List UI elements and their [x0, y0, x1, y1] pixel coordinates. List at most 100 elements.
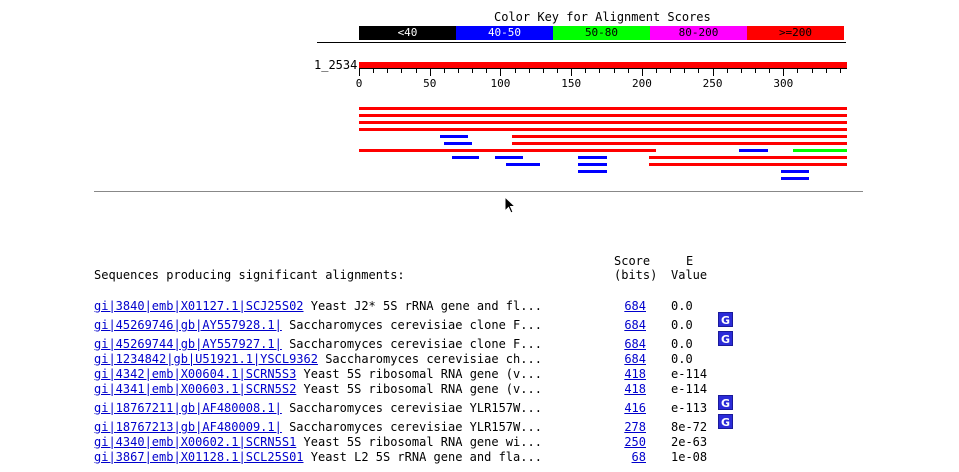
section-divider	[94, 191, 863, 192]
alignment-hit-bar[interactable]	[780, 177, 809, 180]
score-link[interactable]: 684	[624, 299, 646, 313]
evalue: 2e-63	[671, 435, 708, 449]
axis-tick-label: 100	[490, 77, 511, 90]
score-link[interactable]: 418	[624, 367, 646, 381]
result-row: gi|1234842|gb|U51921.1|YSCL9362 Saccharo…	[94, 352, 542, 366]
sequence-id-link[interactable]: gi|3840|emb|X01127.1|SCJ25S02	[94, 299, 304, 313]
axis-tick	[542, 69, 544, 73]
result-row: gi|4341|emb|X00603.1|SCRN5S2 Yeast 5S ri…	[94, 382, 542, 396]
evalue: 0.0	[671, 299, 693, 313]
color-key-segment: 50-80	[553, 26, 650, 40]
score-link[interactable]: 684	[624, 337, 646, 351]
alignment-hit-bar[interactable]	[452, 156, 480, 159]
evalue: 8e-72	[671, 420, 708, 434]
alignment-hit-bar[interactable]	[359, 107, 847, 110]
query-bar	[359, 62, 847, 69]
sequence-id-link[interactable]: gi|45269744|gb|AY557927.1|	[94, 337, 282, 351]
sequence-description: Yeast 5S ribosomal RNA gene wi...	[296, 435, 542, 449]
alignment-hit-bar[interactable]	[439, 135, 468, 138]
sequence-id-link[interactable]: gi|4341|emb|X00603.1|SCRN5S2	[94, 382, 297, 396]
sequence-id-link[interactable]: gi|3867|emb|X01128.1|SCL25S01	[94, 450, 304, 464]
sequence-description: Saccharomyces cerevisiae YLR157W...	[281, 401, 542, 415]
color-key-bar: <40 40-50 50-80 80-200 >=200	[359, 26, 844, 40]
score-header: Score	[614, 254, 651, 268]
sequence-description: Yeast L2 5S rRNA gene and fla...	[303, 450, 542, 464]
mouse-pointer-icon	[504, 196, 517, 214]
query-axis	[359, 68, 847, 69]
alignment-hit-bar[interactable]	[739, 149, 768, 152]
axis-tick-label: 0	[355, 77, 363, 90]
axis-tick	[585, 69, 587, 73]
score-link[interactable]: 416	[624, 401, 646, 415]
score-link[interactable]: 68	[631, 450, 646, 464]
alignment-hit-bar[interactable]	[359, 121, 847, 124]
score-link[interactable]: 684	[624, 318, 646, 332]
axis-tick	[557, 69, 559, 73]
score-link[interactable]: 684	[624, 352, 646, 366]
sequence-id-link[interactable]: gi|18767211|gb|AF480008.1|	[94, 401, 282, 415]
axis-tick	[387, 69, 389, 73]
alignment-hit-bar[interactable]	[648, 156, 847, 159]
axis-tick	[656, 69, 658, 73]
gene-link-icon[interactable]: G	[718, 312, 733, 327]
sequence-id-link[interactable]: gi|1234842|gb|U51921.1|YSCL9362	[94, 352, 318, 366]
sequence-id-link[interactable]: gi|4340|emb|X00602.1|SCRN5S1	[94, 435, 297, 449]
axis-tick	[458, 69, 459, 73]
axis-tick-label: 250	[702, 77, 723, 90]
sequence-id-link[interactable]: gi|18767213|gb|AF480009.1|	[94, 420, 282, 434]
score-link[interactable]: 250	[624, 435, 646, 449]
alignment-hit-bar[interactable]	[359, 149, 657, 152]
query-label: 1_2534	[314, 58, 358, 72]
result-row: gi|4340|emb|X00602.1|SCRN5S1 Yeast 5S ri…	[94, 435, 542, 449]
axis-tick	[401, 69, 403, 73]
color-key-label: <40	[397, 26, 418, 39]
axis-tick	[641, 69, 643, 76]
alignment-hit-bar[interactable]	[506, 163, 541, 166]
axis-tick	[500, 69, 502, 76]
color-key-segment: <40	[359, 26, 456, 40]
sequence-id-link[interactable]: gi|45269746|gb|AY557928.1|	[94, 318, 282, 332]
axis-tick	[627, 69, 629, 73]
score-link[interactable]: 418	[624, 382, 646, 396]
axis-tick	[811, 69, 813, 73]
evalue-subheader: Value	[671, 268, 708, 282]
alignment-hit-bar[interactable]	[494, 156, 524, 159]
evalue: 1e-08	[671, 450, 708, 464]
alignment-hit-bar[interactable]	[578, 163, 607, 166]
axis-tick	[429, 69, 431, 76]
sequence-description: Saccharomyces cerevisiae ch...	[317, 352, 542, 366]
axis-tick	[755, 69, 757, 73]
gene-link-icon[interactable]: G	[718, 414, 733, 429]
sequence-description: Yeast 5S ribosomal RNA gene (v...	[296, 382, 542, 396]
axis-tick	[670, 69, 672, 73]
score-link[interactable]: 278	[624, 420, 646, 434]
alignment-hit-bar[interactable]	[780, 170, 809, 173]
result-row: gi|3840|emb|X01127.1|SCJ25S02 Yeast J2* …	[94, 299, 542, 313]
axis-tick-label: 150	[561, 77, 582, 90]
axis-tick	[373, 69, 375, 73]
alignment-hit-bar[interactable]	[578, 156, 607, 159]
sequence-description: Saccharomyces cerevisiae YLR157W...	[281, 420, 542, 434]
alignment-hit-bar[interactable]	[359, 114, 847, 117]
alignment-hit-bar[interactable]	[648, 163, 847, 166]
axis-tick	[472, 69, 474, 73]
color-key-label: 40-50	[487, 26, 522, 39]
gene-link-icon[interactable]: G	[718, 331, 733, 346]
sequence-description: Yeast 5S ribosomal RNA gene (v...	[296, 367, 542, 381]
axis-tick	[839, 69, 841, 73]
sequence-id-link[interactable]: gi|4342|emb|X00604.1|SCRN5S3	[94, 367, 297, 381]
axis-tick-label: 50	[423, 77, 437, 90]
color-key-label: 50-80	[584, 26, 619, 39]
axis-tick	[712, 69, 714, 76]
alignment-hit-bar[interactable]	[511, 135, 847, 138]
gene-link-icon[interactable]: G	[718, 395, 733, 410]
alignment-hit-bar[interactable]	[793, 149, 847, 152]
score-subheader: (bits)	[614, 268, 658, 282]
alignment-hit-bar[interactable]	[443, 142, 473, 145]
alignment-hit-bar[interactable]	[578, 170, 607, 173]
evalue: 0.0	[671, 337, 693, 351]
alignment-hit-bar[interactable]	[511, 142, 847, 145]
axis-tick	[698, 69, 700, 73]
axis-tick	[684, 69, 686, 73]
alignment-hit-bar[interactable]	[359, 128, 847, 131]
